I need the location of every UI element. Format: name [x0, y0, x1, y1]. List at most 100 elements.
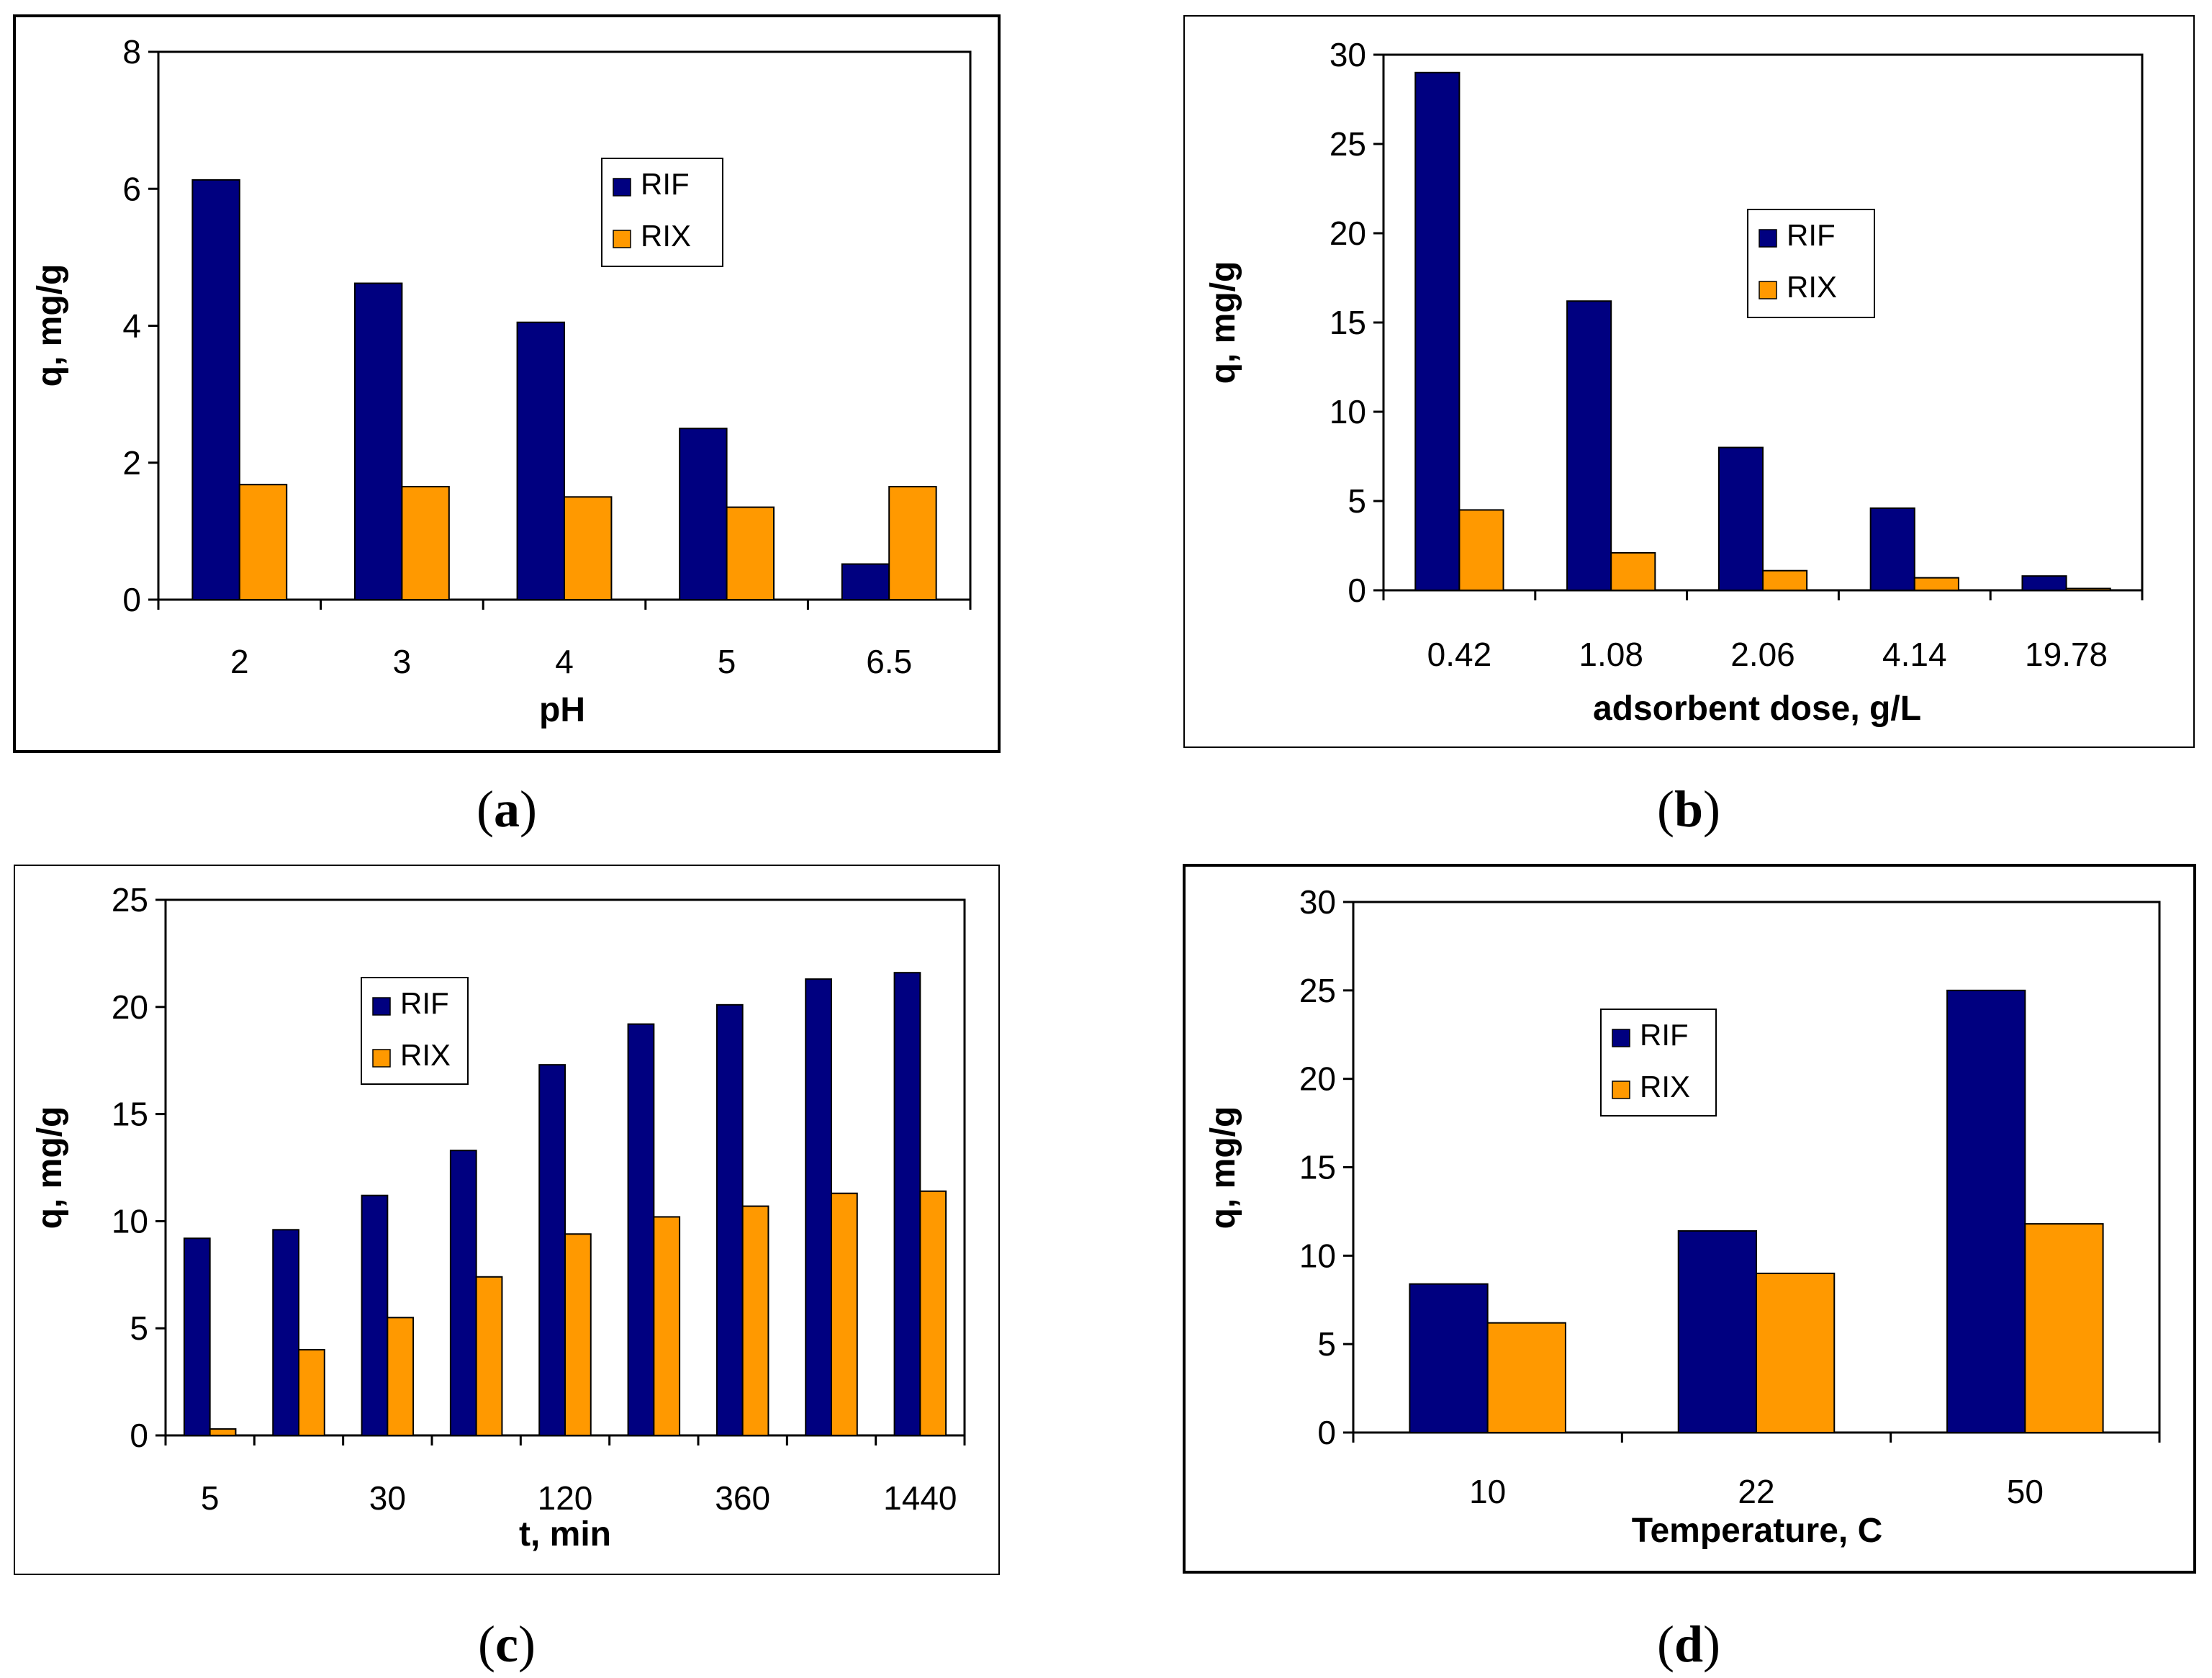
bar-rix-2: [387, 1317, 415, 1436]
x-axis-title: t, min: [519, 1515, 611, 1553]
legend: RIF RIX: [361, 977, 469, 1085]
x-tick-label: 3: [393, 643, 412, 680]
y-tick-label: 5: [130, 1309, 148, 1347]
x-tick-label: 1440: [883, 1479, 957, 1517]
legend-swatch-rif: [1759, 229, 1777, 248]
bar-rix-3: [726, 506, 775, 600]
bar-rix-7: [831, 1192, 858, 1437]
y-tick-label: 0: [1317, 1414, 1336, 1451]
panel-caption-letter: d: [1674, 1615, 1703, 1673]
bar-rif-3: [449, 1150, 477, 1437]
x-tick-label: 0.42: [1427, 636, 1492, 673]
bar-rix-6: [741, 1205, 769, 1436]
bar-rix-0: [238, 484, 288, 600]
bar-rix-0: [1486, 1322, 1566, 1433]
bar-rix-4: [564, 1233, 592, 1436]
y-tick-label: 0: [130, 1417, 148, 1454]
y-tick-label: 30: [1299, 883, 1336, 921]
bar-rix-1: [1756, 1272, 1836, 1434]
bar-rix-1: [298, 1348, 325, 1436]
legend-label-rif: RIF: [400, 986, 449, 1020]
bar-rif-1: [272, 1229, 300, 1436]
y-tick-label: 15: [1330, 304, 1366, 341]
y-tick-label: 25: [1299, 972, 1336, 1009]
legend-label-rix: RIX: [400, 1038, 451, 1072]
bar-rix-3: [1913, 577, 1959, 592]
bar-rif-4: [2021, 575, 2067, 591]
y-tick-label: 5: [1347, 482, 1366, 520]
legend-swatch-rix: [613, 230, 631, 248]
x-tick-label: 19.78: [2025, 636, 2108, 673]
bar-rif-8: [893, 972, 921, 1436]
legend-swatch-rif: [613, 178, 631, 197]
legend-label-rif: RIF: [1640, 1018, 1689, 1052]
x-tick-label: 4.14: [1882, 636, 1947, 673]
y-tick-label: 25: [112, 881, 148, 919]
bar-rif-3: [679, 428, 728, 600]
x-tick-label: 2.06: [1730, 636, 1795, 673]
bar-rix-2: [2024, 1223, 2104, 1433]
bar-rif-0: [1409, 1283, 1489, 1434]
x-tick-label: 2: [230, 643, 249, 680]
legend-label-rix: RIX: [641, 219, 691, 253]
x-tick-label: 30: [369, 1479, 406, 1517]
panel-caption-letter: b: [1674, 780, 1703, 838]
bar-rif-3: [1869, 507, 1915, 591]
panel-caption: (a): [477, 780, 537, 838]
x-tick-label: 5: [201, 1479, 220, 1517]
x-tick-label: 120: [538, 1479, 593, 1517]
panel-caption: (d): [1657, 1615, 1720, 1673]
y-tick-label: 0: [1347, 572, 1366, 609]
bar-rif-0: [183, 1237, 211, 1436]
y-axis-title: q, mg/g: [1204, 261, 1242, 384]
y-tick-label: 20: [1330, 215, 1366, 252]
panel-frame: [13, 14, 1001, 753]
y-tick-label: 4: [122, 307, 141, 345]
panel-caption: (b): [1657, 780, 1720, 838]
bar-rix-2: [1762, 569, 1808, 591]
bar-rix-1: [1610, 551, 1656, 591]
y-tick-label: 20: [112, 988, 148, 1026]
bar-rif-2: [1717, 446, 1764, 591]
bar-rix-2: [564, 496, 613, 600]
x-tick-label: 10: [1469, 1473, 1506, 1510]
y-tick-label: 10: [112, 1202, 148, 1240]
y-tick-label: 5: [1317, 1325, 1336, 1363]
y-axis-title: q, mg/g: [1204, 1106, 1242, 1230]
legend-swatch-rif: [1612, 1029, 1630, 1047]
legend-swatch-rix: [372, 1049, 391, 1068]
legend-box: [1747, 209, 1875, 318]
y-tick-label: 25: [1330, 125, 1366, 163]
y-tick-label: 8: [122, 33, 141, 71]
bar-rif-1: [353, 282, 403, 600]
bar-rif-0: [1414, 71, 1461, 592]
bar-rix-3: [475, 1276, 503, 1436]
legend-swatch-rif: [372, 997, 391, 1016]
panel-a: 0 2 4 6 8 2 3 4 5 6.5 pH q, mg/g RIF RIX (a): [13, 14, 1001, 838]
legend-swatch-rix: [1612, 1081, 1630, 1099]
bar-rif-6: [715, 1003, 744, 1436]
bar-rix-0: [1458, 509, 1504, 592]
legend-label-rix: RIX: [1787, 270, 1837, 304]
panel-frame: [1183, 15, 2195, 748]
x-axis-title: pH: [539, 691, 585, 729]
panel-b: 0 5 10 15 20 25 30 0.42 1.08 2.06 4.14 19.78 adsorbe…: [1183, 15, 2195, 838]
legend: RIF RIX: [601, 158, 723, 267]
bar-rif-0: [191, 179, 240, 601]
panel-d: 0 5 10 15 20 25 30 10 22 50 Temperature, C q, mg/g R…: [1183, 864, 2196, 1673]
panel-caption-letter: a: [494, 780, 520, 838]
y-tick-label: 30: [1330, 36, 1366, 73]
panel-caption-letter: c: [495, 1615, 518, 1673]
legend: RIF RIX: [1747, 209, 1875, 318]
legend: RIF RIX: [1600, 1009, 1717, 1117]
y-tick-label: 0: [122, 581, 141, 618]
y-tick-label: 2: [122, 444, 141, 482]
y-tick-label: 6: [122, 170, 141, 207]
y-axis-title: q, mg/g: [31, 264, 69, 387]
bar-rix-4: [2065, 587, 2111, 592]
y-tick-label: 10: [1299, 1237, 1336, 1274]
bar-rif-4: [538, 1064, 566, 1436]
y-tick-label: 15: [112, 1096, 148, 1133]
